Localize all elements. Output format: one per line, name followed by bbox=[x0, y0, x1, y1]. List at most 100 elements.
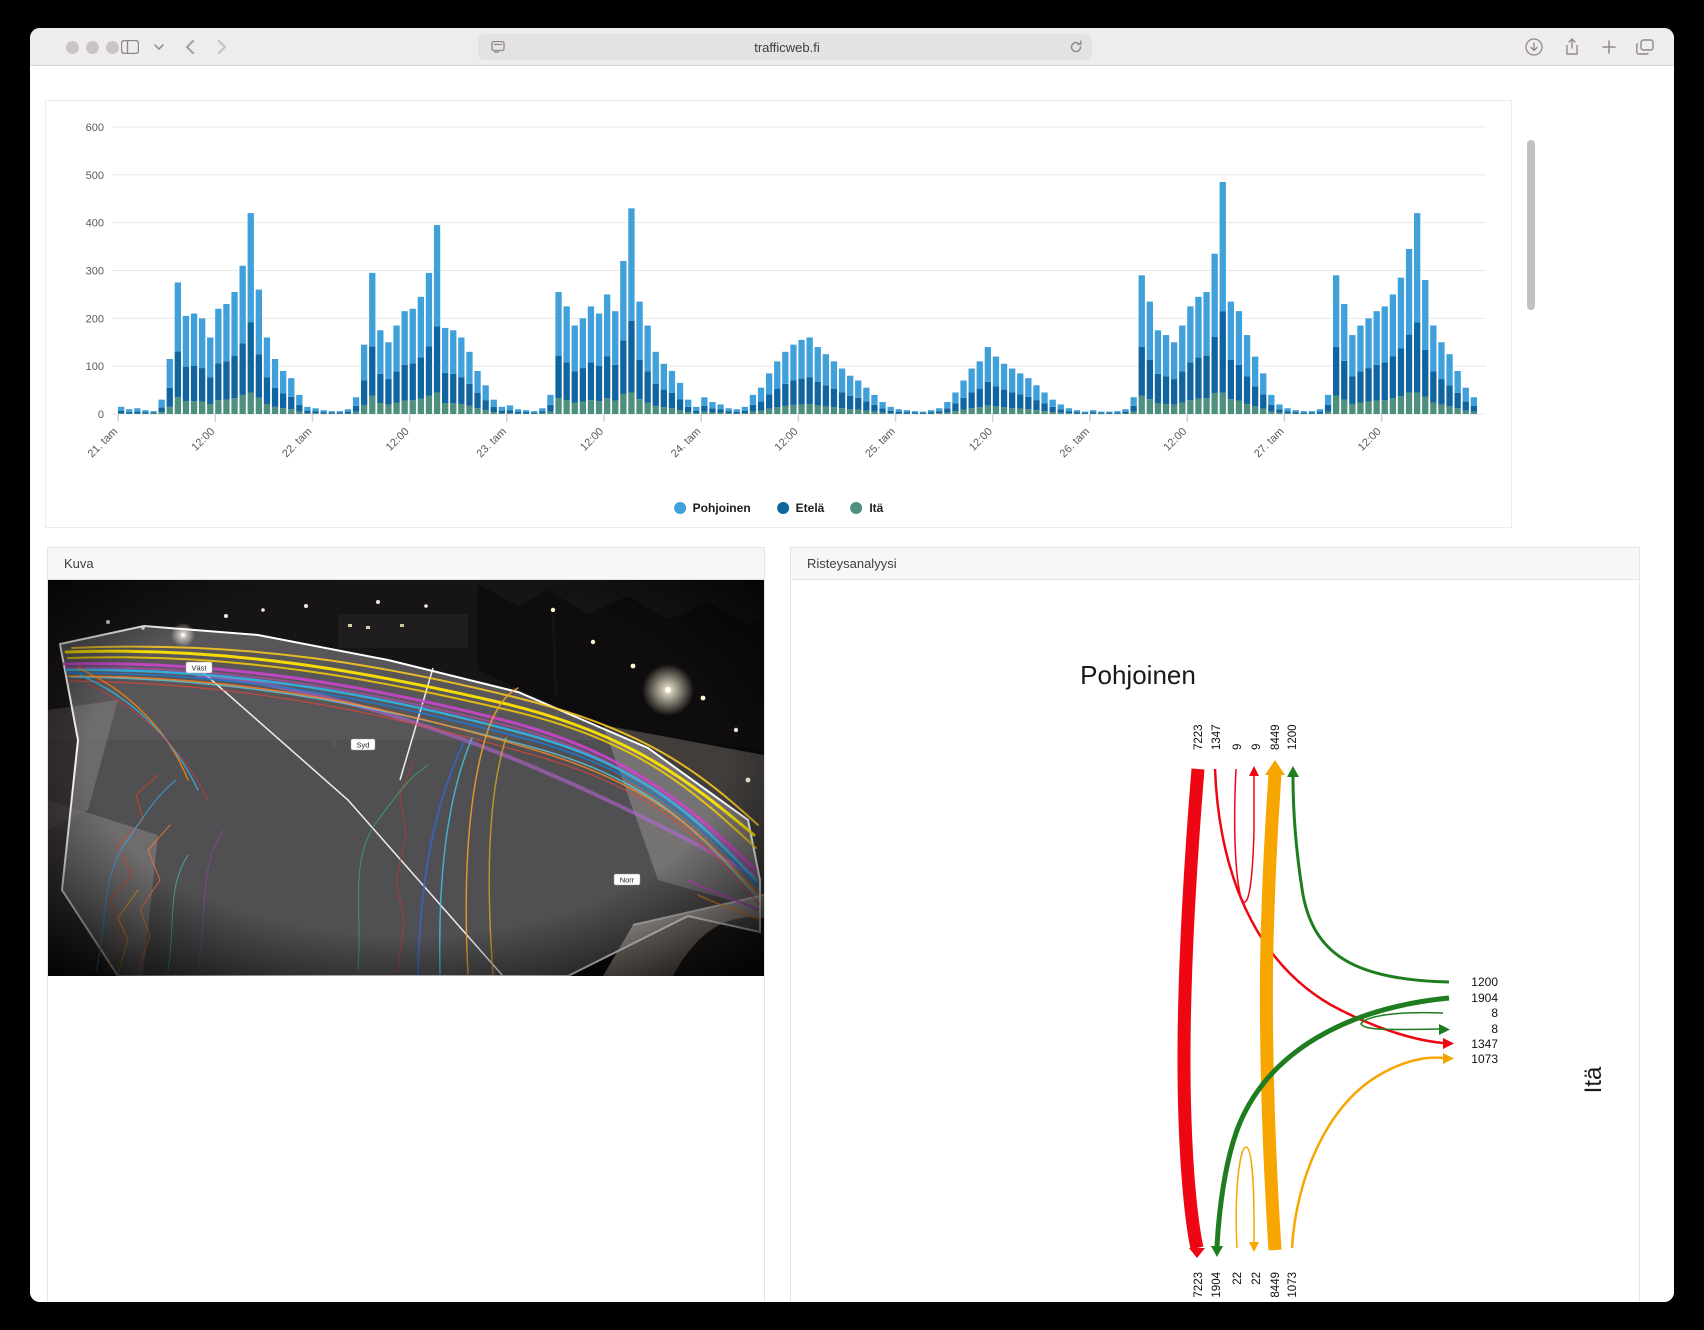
bar-segment-Pohjoinen[interactable] bbox=[344, 409, 352, 412]
bar-segment-Pohjoinen[interactable] bbox=[255, 289, 262, 355]
bar-segment-Pohjoinen[interactable] bbox=[514, 409, 522, 412]
bar-segment-Etelä[interactable] bbox=[1268, 404, 1275, 412]
legend-item-ita[interactable]: Itä bbox=[850, 501, 883, 515]
bar-segment-Etelä[interactable] bbox=[1446, 385, 1453, 407]
bar-segment-Etelä[interactable] bbox=[1316, 411, 1324, 414]
bar-segment-Itä[interactable] bbox=[855, 409, 862, 414]
bar-segment-Itä[interactable] bbox=[207, 403, 214, 414]
bar-segment-Itä[interactable] bbox=[1009, 408, 1016, 414]
bar-segment-Pohjoinen[interactable] bbox=[296, 394, 303, 405]
bar-segment-Itä[interactable] bbox=[482, 410, 489, 414]
bar-segment-Pohjoinen[interactable] bbox=[190, 313, 198, 366]
bar-segment-Etelä[interactable] bbox=[1138, 347, 1145, 396]
bar-segment-Itä[interactable] bbox=[1454, 408, 1461, 414]
bar-segment-Etelä[interactable] bbox=[166, 387, 173, 407]
minimize-window-button[interactable] bbox=[86, 40, 99, 54]
bar-segment-Etelä[interactable] bbox=[118, 410, 125, 414]
bar-segment-Etelä[interactable] bbox=[838, 392, 846, 409]
bar-segment-Itä[interactable] bbox=[1017, 408, 1024, 414]
bar-segment-Itä[interactable] bbox=[863, 410, 870, 414]
bar-segment-Pohjoinen[interactable] bbox=[239, 265, 246, 344]
bar-segment-Etelä[interactable] bbox=[1357, 371, 1364, 403]
bar-segment-Pohjoinen[interactable] bbox=[1243, 335, 1251, 377]
bar-segment-Pohjoinen[interactable] bbox=[1308, 411, 1315, 413]
bar-segment-Pohjoinen[interactable] bbox=[490, 399, 497, 407]
bar-segment-Itä[interactable] bbox=[547, 411, 554, 414]
bar-segment-Etelä[interactable] bbox=[134, 411, 141, 414]
bar-segment-Etelä[interactable] bbox=[1381, 362, 1388, 401]
bar-segment-Pohjoinen[interactable] bbox=[1268, 394, 1275, 405]
bar-segment-Itä[interactable] bbox=[1146, 399, 1153, 414]
bar-segment-Itä[interactable] bbox=[1470, 411, 1477, 414]
bar-segment-Itä[interactable] bbox=[1389, 398, 1396, 414]
bar-segment-Etelä[interactable] bbox=[1260, 394, 1267, 409]
bar-segment-Itä[interactable] bbox=[1057, 412, 1064, 414]
bar-segment-Pohjoinen[interactable] bbox=[644, 325, 651, 372]
bar-segment-Itä[interactable] bbox=[1065, 413, 1072, 414]
bar-segment-Itä[interactable] bbox=[798, 404, 805, 414]
bar-segment-Etelä[interactable] bbox=[871, 404, 878, 412]
bar-segment-Itä[interactable] bbox=[1357, 402, 1364, 414]
bar-segment-Etelä[interactable] bbox=[190, 365, 198, 402]
bar-segment-Pohjoinen[interactable] bbox=[1405, 248, 1413, 335]
bar-segment-Etelä[interactable] bbox=[660, 389, 667, 408]
bar-segment-Etelä[interactable] bbox=[304, 410, 311, 414]
bar-segment-Pohjoinen[interactable] bbox=[223, 303, 230, 362]
bar-segment-Pohjoinen[interactable] bbox=[417, 296, 424, 358]
bar-segment-Etelä[interactable] bbox=[595, 365, 603, 402]
bar-segment-Etelä[interactable] bbox=[1090, 412, 1097, 414]
bar-segment-Etelä[interactable] bbox=[417, 357, 424, 399]
bar-segment-Etelä[interactable] bbox=[928, 412, 935, 414]
bar-segment-Etelä[interactable] bbox=[385, 379, 392, 405]
bar-segment-Etelä[interactable] bbox=[425, 346, 433, 396]
bar-segment-Pohjoinen[interactable] bbox=[1106, 411, 1113, 413]
bar-segment-Itä[interactable] bbox=[992, 406, 1000, 414]
bar-segment-Itä[interactable] bbox=[158, 412, 165, 414]
bar-segment-Etelä[interactable] bbox=[239, 343, 246, 395]
bar-segment-Etelä[interactable] bbox=[1106, 412, 1113, 414]
bar-segment-Pohjoinen[interactable] bbox=[1397, 277, 1405, 349]
bar-segment-Pohjoinen[interactable] bbox=[1114, 411, 1121, 413]
bar-segment-Itä[interactable] bbox=[628, 392, 635, 414]
bar-segment-Pohjoinen[interactable] bbox=[992, 356, 1000, 387]
bar-segment-Etelä[interactable] bbox=[847, 395, 854, 410]
bar-segment-Etelä[interactable] bbox=[1017, 394, 1024, 409]
bar-segment-Pohjoinen[interactable] bbox=[547, 394, 554, 405]
bar-segment-Itä[interactable] bbox=[409, 400, 416, 414]
bar-segment-Etelä[interactable] bbox=[774, 388, 781, 408]
bar-segment-Etelä[interactable] bbox=[344, 411, 352, 414]
bar-segment-Etelä[interactable] bbox=[1438, 379, 1445, 405]
bar-segment-Itä[interactable] bbox=[587, 400, 595, 414]
bar-segment-Pohjoinen[interactable] bbox=[717, 404, 724, 410]
bar-segment-Itä[interactable] bbox=[1243, 403, 1251, 414]
bar-segment-Pohjoinen[interactable] bbox=[636, 301, 643, 360]
bar-segment-Itä[interactable] bbox=[685, 412, 692, 414]
bar-segment-Pohjoinen[interactable] bbox=[1219, 182, 1226, 312]
bar-segment-Pohjoinen[interactable] bbox=[1324, 394, 1332, 405]
bar-segment-Pohjoinen[interactable] bbox=[1187, 306, 1194, 363]
bar-segment-Etelä[interactable] bbox=[1243, 376, 1251, 404]
bar-segment-Pohjoinen[interactable] bbox=[1025, 378, 1032, 397]
bar-segment-Itä[interactable] bbox=[385, 404, 392, 414]
bar-segment-Pohjoinen[interactable] bbox=[563, 306, 570, 363]
bar-segment-Etelä[interactable] bbox=[1146, 359, 1153, 400]
bar-segment-Etelä[interactable] bbox=[952, 403, 959, 412]
bar-segment-Pohjoinen[interactable] bbox=[280, 370, 287, 394]
bar-segment-Pohjoinen[interactable] bbox=[798, 339, 805, 379]
bar-segment-Pohjoinen[interactable] bbox=[328, 411, 335, 413]
bar-segment-Etelä[interactable] bbox=[539, 411, 546, 414]
bar-segment-Itä[interactable] bbox=[231, 398, 238, 414]
bar-segment-Itä[interactable] bbox=[766, 408, 773, 414]
bar-segment-Etelä[interactable] bbox=[1162, 376, 1170, 404]
bar-segment-Itä[interactable] bbox=[1373, 400, 1380, 414]
bar-segment-Etelä[interactable] bbox=[701, 405, 708, 412]
bar-segment-Etelä[interactable] bbox=[126, 412, 133, 414]
bar-segment-Pohjoinen[interactable] bbox=[1389, 294, 1396, 357]
bar-segment-Pohjoinen[interactable] bbox=[409, 308, 416, 364]
bar-segment-Etelä[interactable] bbox=[450, 373, 457, 403]
bar-segment-Pohjoinen[interactable] bbox=[482, 385, 489, 401]
bar-segment-Itä[interactable] bbox=[280, 408, 287, 414]
bar-segment-Itä[interactable] bbox=[352, 411, 360, 414]
bar-segment-Pohjoinen[interactable] bbox=[1146, 301, 1153, 360]
bar-segment-Etelä[interactable] bbox=[361, 380, 368, 405]
